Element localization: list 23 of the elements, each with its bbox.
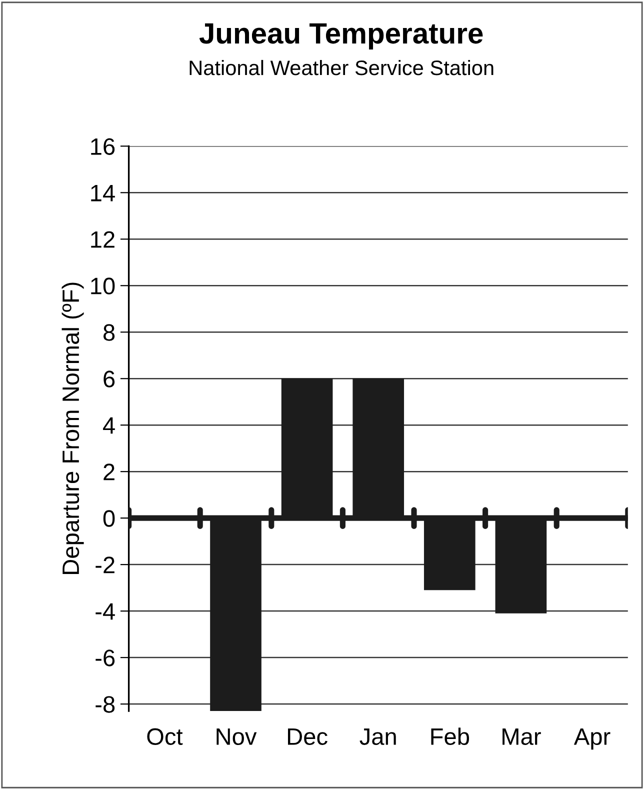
- y-tick-label: -4: [96, 603, 115, 620]
- y-tick-label: 4: [103, 417, 115, 434]
- y-tick-label: 16: [91, 138, 115, 155]
- y-tick-label: -8: [96, 696, 115, 713]
- y-tick-label: 8: [104, 324, 115, 341]
- y-tick-label: 2: [104, 464, 114, 480]
- y-tick-label: 6: [104, 370, 115, 388]
- chart-subtitle: National Weather Service Station: [190, 60, 494, 76]
- x-tick-label: Dec: [288, 728, 328, 746]
- y-axis-title: Departure From Normal (ºF): [62, 282, 84, 574]
- x-tick-label: Oct: [147, 728, 183, 746]
- x-tick-label: Apr: [574, 728, 610, 750]
- y-tick-label: 12: [91, 231, 114, 248]
- chart-title: Juneau Temperature: [199, 23, 483, 50]
- y-tick-label: 10: [91, 278, 115, 294]
- x-tick-label: Nov: [216, 728, 257, 746]
- y-tick-label: -2: [96, 556, 114, 574]
- x-tick-label: Mar: [502, 728, 541, 746]
- x-tick-label: Jan: [360, 728, 396, 746]
- y-tick-label: -6: [96, 650, 115, 666]
- y-tick-label: 14: [91, 184, 115, 202]
- x-tick-label: Feb: [431, 728, 470, 746]
- y-tick-label: 0: [103, 510, 115, 527]
